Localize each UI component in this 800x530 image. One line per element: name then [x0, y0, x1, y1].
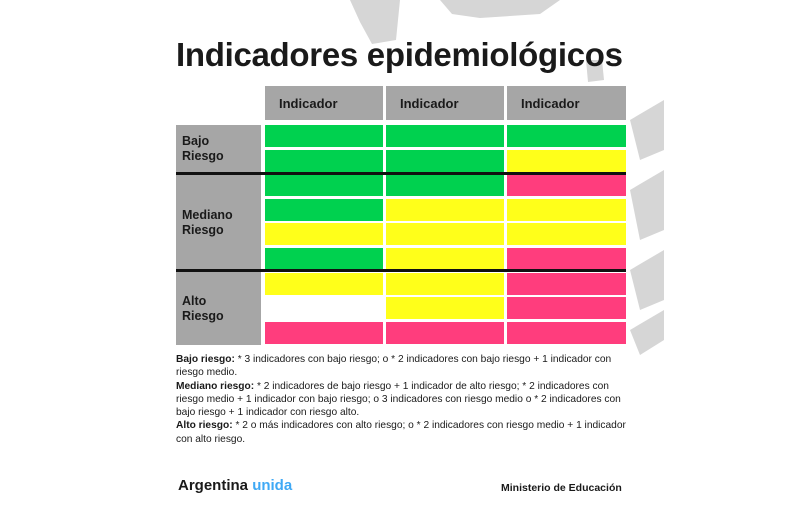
indicator-cell-r6-c1 [265, 248, 383, 270]
column-header-1: Indicador [265, 86, 383, 120]
brand-part2: unida [252, 477, 293, 494]
group-label-mediano: Mediano Riesgo [176, 174, 261, 270]
group-label-mediano-line2: Riesgo [182, 223, 224, 237]
indicator-cell-r7-c1 [265, 273, 383, 295]
ministry-name: Ministerio de Educación [501, 482, 622, 494]
indicator-cell-r9-c1 [265, 322, 383, 344]
indicator-cell-r9-c3 [507, 322, 626, 344]
indicator-cell-r5-c3 [507, 223, 626, 245]
legend-alto-text: * 2 o más indicadores con alto riesgo; o… [176, 420, 626, 445]
indicator-cell-r8-c1 [265, 297, 383, 319]
indicator-cell-r4-c2 [386, 199, 504, 221]
group-label-bajo-line2: Riesgo [182, 149, 224, 163]
indicator-cell-r5-c1 [265, 223, 383, 245]
group-label-bajo-line1: Bajo [182, 134, 210, 148]
indicator-cell-r2-c3 [507, 150, 626, 172]
legend-bajo: Bajo riesgo: * 3 indicadores con bajo ri… [176, 353, 626, 380]
indicator-cell-r8-c3 [507, 297, 626, 319]
legend-bajo-label: Bajo riesgo: [176, 354, 235, 365]
legend-bajo-text: * 3 indicadores con bajo riesgo; o * 2 i… [176, 354, 612, 379]
indicator-cell-r7-c2 [386, 273, 504, 295]
separator-mediano-alto [176, 269, 626, 272]
indicator-cell-r6-c2 [386, 248, 504, 270]
indicator-cell-r7-c3 [507, 273, 626, 295]
group-label-alto-line2: Riesgo [182, 309, 224, 323]
indicator-cell-r3-c2 [386, 174, 504, 196]
legend-mediano-label: Mediano riesgo: [176, 380, 255, 392]
group-label-alto: Alto Riesgo [176, 270, 261, 345]
legend: Bajo riesgo: * 3 indicadores con bajo ri… [176, 353, 626, 446]
indicator-cell-r2-c2 [386, 150, 504, 172]
legend-alto-label: Alto riesgo: [176, 420, 233, 432]
indicator-cell-r9-c2 [386, 322, 504, 344]
separator-bajo-mediano [176, 172, 626, 175]
brand-part1: Argentina [178, 477, 249, 494]
page-title: Indicadores epidemiológicos [176, 36, 623, 73]
indicator-cell-r4-c1 [265, 199, 383, 221]
column-header-3: Indicador [507, 86, 626, 120]
indicator-cell-r1-c3 [507, 125, 626, 147]
indicator-cell-r1-c1 [265, 125, 383, 147]
indicator-matrix: Indicador Indicador Indicador Bajo Riesg… [176, 86, 626, 348]
indicator-cell-r4-c3 [507, 199, 626, 221]
legend-alto: Alto riesgo: * 2 o más indicadores con a… [176, 419, 626, 446]
indicator-cell-r5-c2 [386, 223, 504, 245]
indicator-cell-r1-c2 [386, 125, 504, 147]
group-label-bajo: Bajo Riesgo [176, 125, 261, 174]
indicator-cell-r3-c1 [265, 174, 383, 196]
indicator-cell-r3-c3 [507, 174, 626, 196]
legend-mediano-text: * 2 indicadores de bajo riesgo + 1 indic… [176, 380, 621, 419]
brand-logo: Argentina unida [178, 477, 292, 494]
indicator-cell-r2-c1 [265, 150, 383, 172]
column-header-2: Indicador [386, 86, 504, 120]
legend-mediano: Mediano riesgo: * 2 indicadores de bajo … [176, 380, 626, 420]
group-label-mediano-line1: Mediano [182, 208, 233, 222]
indicator-cell-r8-c2 [386, 297, 504, 319]
group-label-alto-line1: Alto [182, 294, 207, 308]
indicator-cell-r6-c3 [507, 248, 626, 270]
